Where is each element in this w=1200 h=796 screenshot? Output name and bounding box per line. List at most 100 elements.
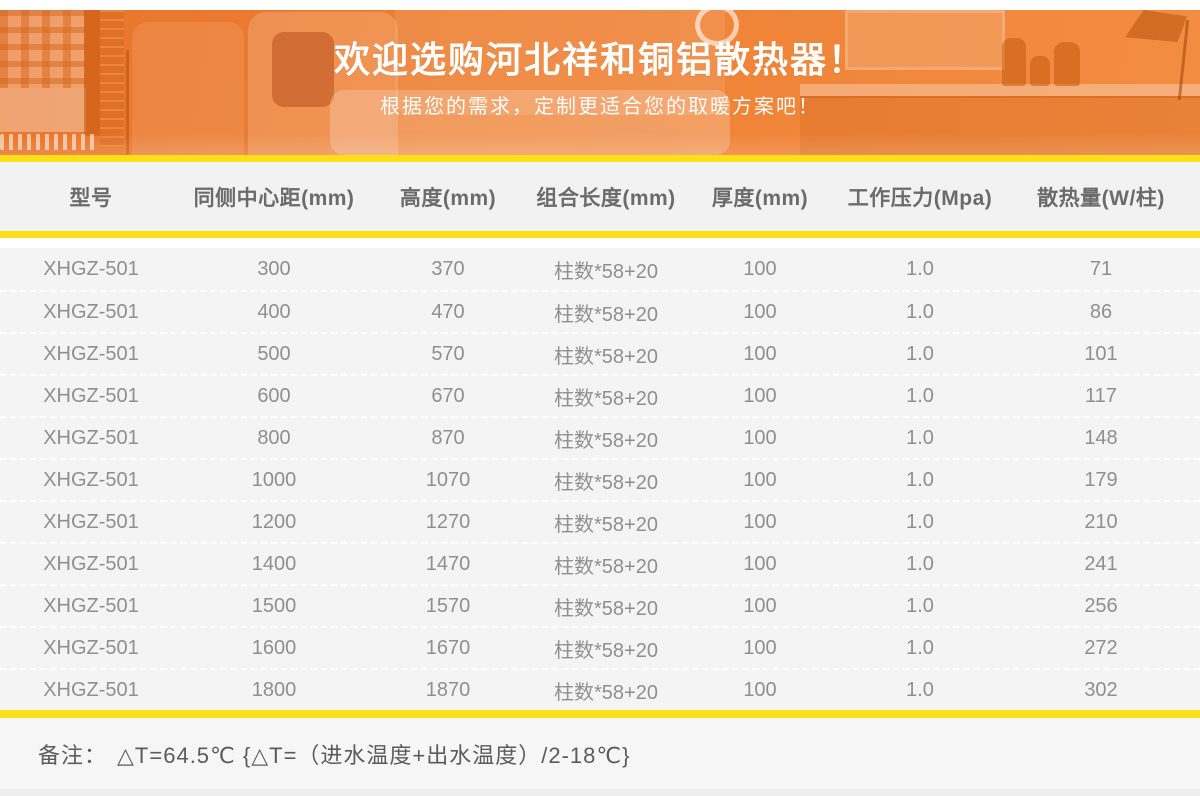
cell-height: 1670 xyxy=(425,636,471,659)
cell-height: 470 xyxy=(431,300,465,323)
cell-height: 1270 xyxy=(425,510,471,533)
cell-heat-output: 101 xyxy=(1084,342,1118,365)
table-row: XHGZ-501 800 870 柱数*58+20 100 1.0 148 xyxy=(0,416,1200,458)
top-white-strip xyxy=(0,0,1200,10)
cell-model: XHGZ-501 xyxy=(43,426,139,449)
column-header-combined-length: 组合长度(mm) xyxy=(536,186,676,210)
cell-center-distance: 1800 xyxy=(251,678,297,701)
cell-heat-output: 210 xyxy=(1084,510,1118,533)
column-header-thickness: 厚度(mm) xyxy=(711,186,809,210)
cell-working-pressure: 1.0 xyxy=(906,468,934,491)
cell-height: 1870 xyxy=(425,678,471,701)
yellow-divider-middle xyxy=(0,231,1200,238)
cell-thickness: 100 xyxy=(743,678,777,701)
cell-height: 370 xyxy=(431,257,465,280)
cell-height: 1570 xyxy=(425,594,471,617)
banner-title: 欢迎选购河北祥和铜铝散热器！ xyxy=(333,39,866,80)
sofa-arm-decoration xyxy=(248,12,398,155)
cell-combined-length: 柱数*58+20 xyxy=(554,429,658,452)
cell-model: XHGZ-501 xyxy=(43,257,139,280)
cell-combined-length: 柱数*58+20 xyxy=(554,471,658,494)
brick-wall-decoration xyxy=(100,10,124,146)
remark-label: 备注： xyxy=(38,742,108,768)
cell-working-pressure: 1.0 xyxy=(906,510,934,533)
sofa-back-decoration xyxy=(395,10,725,115)
cell-heat-output: 117 xyxy=(1085,384,1117,407)
table-row: XHGZ-501 1000 1070 柱数*58+20 100 1.0 179 xyxy=(0,458,1200,500)
cell-combined-length: 柱数*58+20 xyxy=(554,387,658,410)
column-header-height: 高度(mm) xyxy=(399,186,497,210)
cell-working-pressure: 1.0 xyxy=(906,636,934,659)
cell-height: 1470 xyxy=(425,552,471,575)
radiator-decoration xyxy=(0,134,98,150)
cell-thickness: 100 xyxy=(743,257,777,280)
cell-heat-output: 86 xyxy=(1089,300,1113,323)
sideboard-body-decoration xyxy=(800,96,1200,155)
cell-height: 870 xyxy=(431,426,465,449)
vase-decoration xyxy=(1054,42,1080,86)
promo-banner: 欢迎选购河北祥和铜铝散热器！ 根据您的需求，定制更适合您的取暖方案吧！ xyxy=(0,10,1200,155)
header-body-gap xyxy=(0,238,1200,248)
floor-glow-decoration xyxy=(0,133,1200,155)
desk-lamp-decoration xyxy=(1125,10,1187,42)
table-row: XHGZ-501 500 570 柱数*58+20 100 1.0 101 xyxy=(0,332,1200,374)
cell-height: 670 xyxy=(431,384,465,407)
window-street-decoration xyxy=(0,88,86,132)
cell-thickness: 100 xyxy=(743,636,777,659)
table-row: XHGZ-501 1800 1870 柱数*58+20 100 1.0 302 xyxy=(0,668,1200,710)
remark-formula: △T=64.5℃ {△T=（进水温度+出水温度）/2-18℃} xyxy=(117,742,631,768)
column-header-working-pressure: 工作压力(Mpa) xyxy=(847,186,993,210)
table-row: XHGZ-501 600 670 柱数*58+20 100 1.0 117 xyxy=(0,374,1200,416)
cell-heat-output: 302 xyxy=(1084,678,1118,701)
window-city-view-decoration xyxy=(0,10,86,88)
cell-thickness: 100 xyxy=(743,468,777,491)
cell-working-pressure: 1.0 xyxy=(906,300,934,323)
cell-thickness: 100 xyxy=(743,594,777,617)
wall-frame-decoration xyxy=(845,10,1005,70)
cell-working-pressure: 1.0 xyxy=(906,384,934,407)
vase-decoration xyxy=(1030,56,1050,86)
spec-table-header: 型号 同侧中心距(mm) 高度(mm) 组合长度(mm) 厚度(mm) 工作压力… xyxy=(0,162,1200,231)
cell-model: XHGZ-501 xyxy=(43,510,139,533)
remark-note: 备注： △T=64.5℃ {△T=（进水温度+出水温度）/2-18℃} xyxy=(0,718,1200,789)
column-header-heat-output: 散热量(W/柱) xyxy=(1037,186,1165,210)
table-row: XHGZ-501 1500 1570 柱数*58+20 100 1.0 256 xyxy=(0,584,1200,626)
table-row: XHGZ-501 1200 1270 柱数*58+20 100 1.0 210 xyxy=(0,500,1200,542)
cell-model: XHGZ-501 xyxy=(43,384,139,407)
cell-combined-length: 柱数*58+20 xyxy=(554,345,658,368)
cell-thickness: 100 xyxy=(743,384,777,407)
cell-center-distance: 1400 xyxy=(251,552,297,575)
cell-center-distance: 600 xyxy=(257,384,291,407)
banner-subtitle: 根据您的需求，定制更适合您的取暖方案吧！ xyxy=(380,96,820,118)
cell-center-distance: 500 xyxy=(257,342,291,365)
cell-combined-length: 柱数*58+20 xyxy=(554,513,658,536)
cell-model: XHGZ-501 xyxy=(43,678,139,701)
cell-thickness: 100 xyxy=(743,300,777,323)
cell-heat-output: 272 xyxy=(1084,636,1118,659)
paper-lamp-decoration xyxy=(695,10,739,46)
cell-heat-output: 179 xyxy=(1084,468,1118,491)
cell-model: XHGZ-501 xyxy=(43,636,139,659)
column-header-center-distance: 同侧中心距(mm) xyxy=(193,186,355,210)
bottom-gray-strip xyxy=(0,789,1200,796)
cell-working-pressure: 1.0 xyxy=(906,678,934,701)
column-header-model: 型号 xyxy=(69,186,113,210)
cell-working-pressure: 1.0 xyxy=(906,257,934,280)
cell-thickness: 100 xyxy=(743,552,777,575)
window-frame-decoration xyxy=(84,10,100,136)
cell-model: XHGZ-501 xyxy=(43,468,139,491)
sofa-arm-decoration xyxy=(132,22,244,155)
cell-heat-output: 256 xyxy=(1084,594,1118,617)
cell-model: XHGZ-501 xyxy=(43,594,139,617)
cell-center-distance: 1500 xyxy=(251,594,297,617)
cell-model: XHGZ-501 xyxy=(43,342,139,365)
sofa-cushion-decoration xyxy=(272,32,334,107)
vase-decoration xyxy=(1002,38,1026,86)
table-row: XHGZ-501 300 370 柱数*58+20 100 1.0 71 xyxy=(0,248,1200,290)
cell-center-distance: 400 xyxy=(257,300,291,323)
cell-center-distance: 1600 xyxy=(251,636,297,659)
cell-working-pressure: 1.0 xyxy=(906,342,934,365)
cell-heat-output: 71 xyxy=(1089,257,1113,280)
cell-combined-length: 柱数*58+20 xyxy=(554,639,658,662)
